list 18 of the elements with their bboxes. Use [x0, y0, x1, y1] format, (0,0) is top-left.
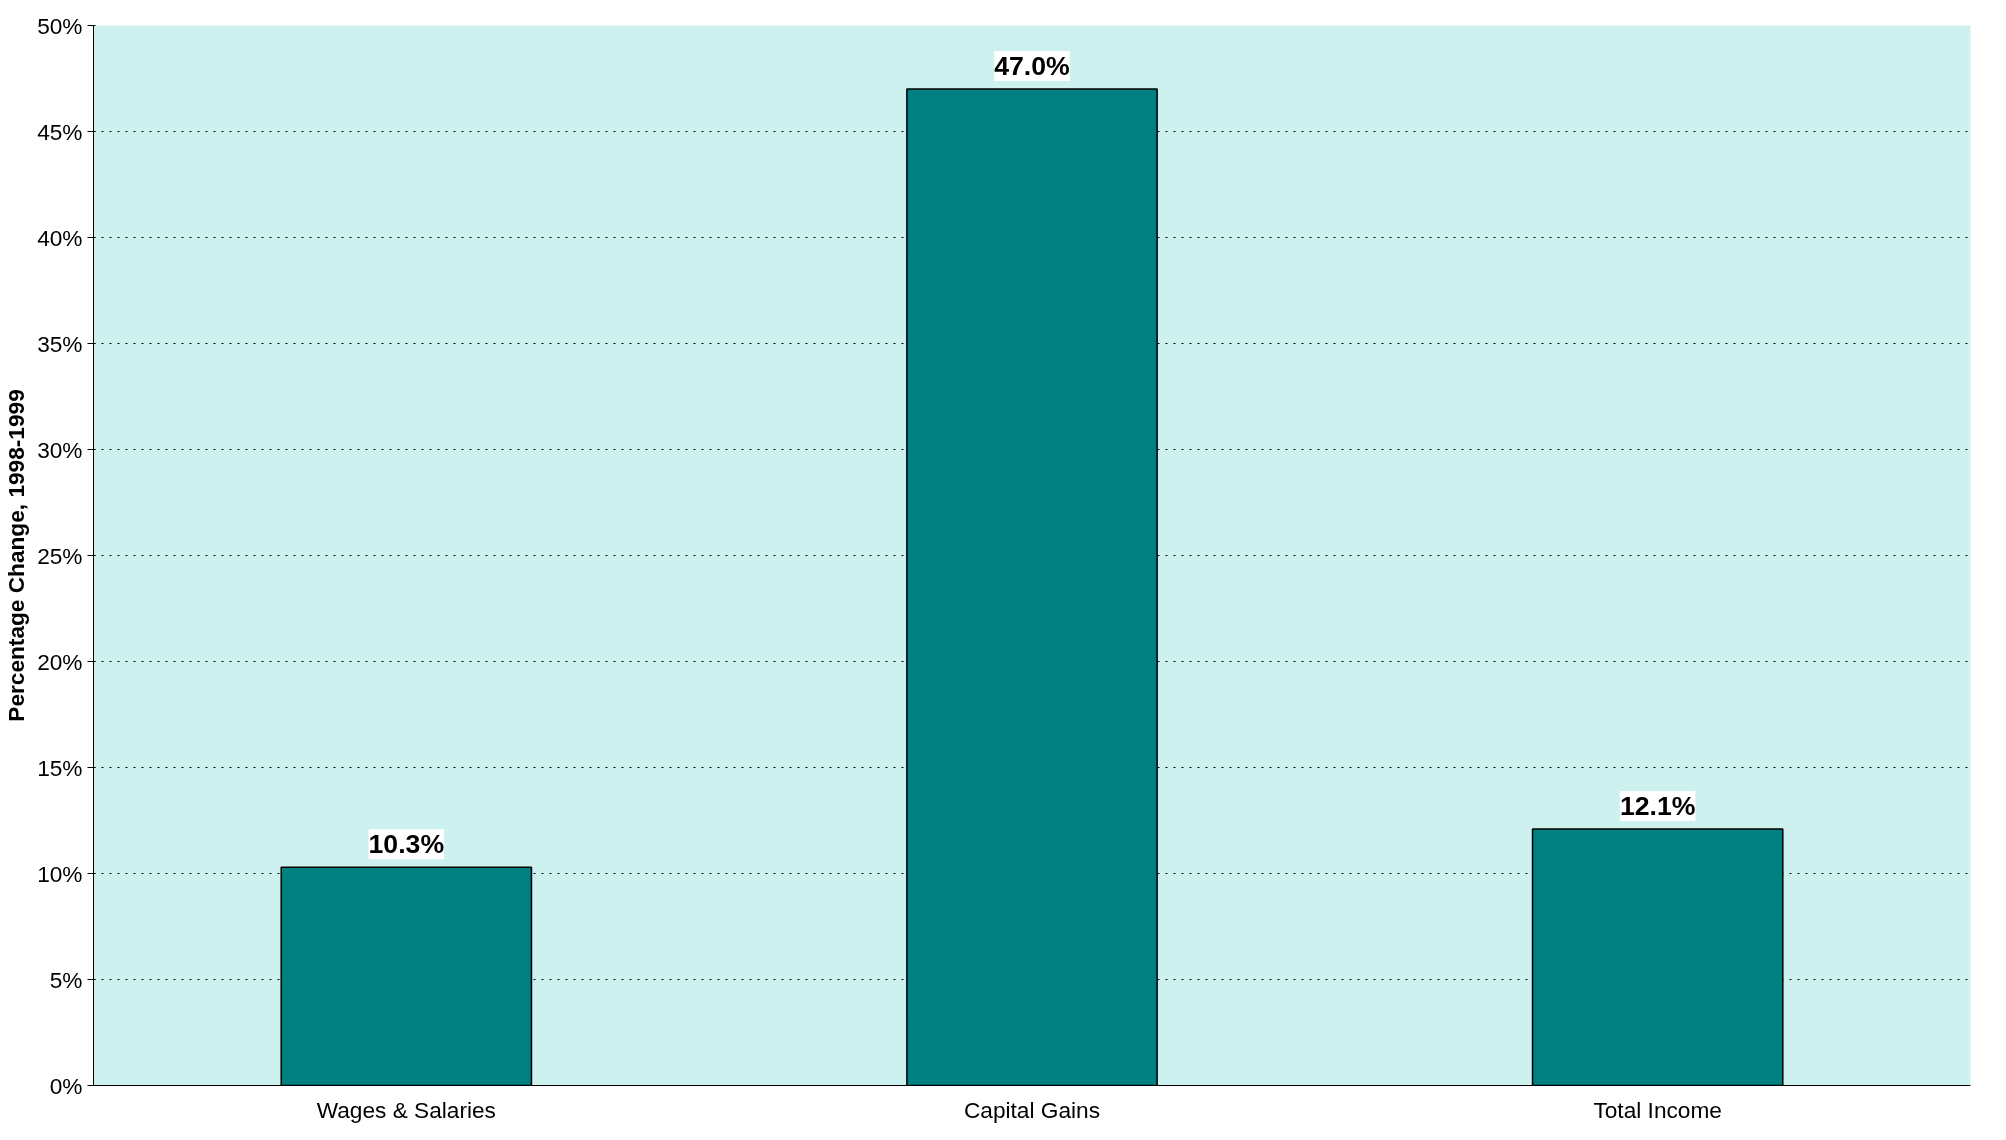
- y-axis-title: Percentage Change, 1998-1999: [3, 389, 30, 722]
- y-tick-label: 50%: [37, 12, 83, 39]
- data-label: 47.0%: [994, 51, 1070, 82]
- y-tick-label: 40%: [37, 224, 83, 251]
- data-label: 10.3%: [368, 829, 445, 860]
- y-tick-label: 15%: [37, 754, 83, 781]
- y-tick-label: 35%: [37, 330, 83, 357]
- x-tick-label: Wages & Salaries: [316, 1096, 496, 1123]
- y-tick-label: 20%: [37, 648, 83, 675]
- x-tick-label: Capital Gains: [964, 1096, 1101, 1123]
- y-tick-label: 45%: [37, 118, 83, 145]
- y-tick-label: 30%: [37, 436, 83, 463]
- x-tick-label: Total Income: [1593, 1096, 1722, 1123]
- y-tick-label: 10%: [37, 860, 83, 887]
- y-tick-label: 0%: [49, 1072, 83, 1099]
- y-tick-label: 5%: [49, 966, 83, 993]
- data-label: 12.1%: [1619, 790, 1696, 821]
- y-tick-label: 25%: [37, 542, 83, 569]
